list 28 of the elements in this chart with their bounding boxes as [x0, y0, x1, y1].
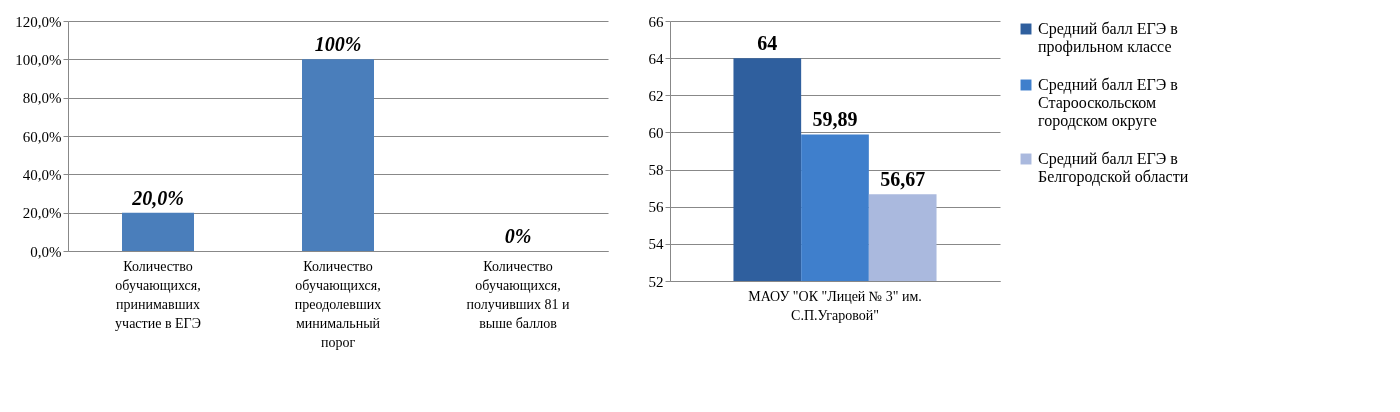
y-tick-label: 0,0% [30, 243, 62, 260]
data-label: 59,89 [812, 108, 858, 131]
y-tick-label: 40,0% [22, 166, 62, 183]
data-label: 20,0% [131, 186, 184, 209]
x-tick-label: Количество обучающихся, получивших 81 и выше баллов [466, 258, 571, 331]
y-tick-label: 20,0% [22, 205, 62, 222]
legend-label: Средний балл ЕГЭ в Старооскольском городском округе [1038, 76, 1179, 130]
x-tick-label: МАОУ "ОК "Лицей № 3" им. С.П.Угаровой" [748, 288, 922, 323]
legend-label: Средний балл ЕГЭ в Белгородской области [1038, 150, 1189, 186]
y-tick-label: 56 [648, 199, 664, 216]
y-tick-label: 60 [648, 124, 664, 141]
data-label: 100% [314, 33, 362, 56]
y-tick-label: 80,0% [22, 90, 62, 107]
y-tick-label: 60,0% [22, 128, 62, 145]
data-label: 56,67 [880, 168, 926, 191]
x-tick-label: Количество обучающихся, преодолевших минимальный порог [294, 258, 382, 350]
y-tick-label: 54 [648, 236, 664, 253]
y-tick-label: 62 [648, 87, 664, 104]
y-tick-label: 52 [648, 273, 664, 290]
data-label: 0% [504, 225, 532, 247]
y-tick-label: 100,0% [15, 51, 62, 68]
y-tick-label: 120,0% [15, 13, 62, 30]
x-tick-label: Количество обучающихся, принимавших участие в ЕГЭ [115, 258, 201, 331]
y-tick-label: 66 [648, 13, 664, 30]
legend-label: Средний балл ЕГЭ в профильном классе [1038, 20, 1179, 56]
data-label: 64 [757, 32, 778, 55]
y-tick-label: 58 [648, 162, 664, 179]
y-tick-label: 64 [648, 50, 664, 67]
